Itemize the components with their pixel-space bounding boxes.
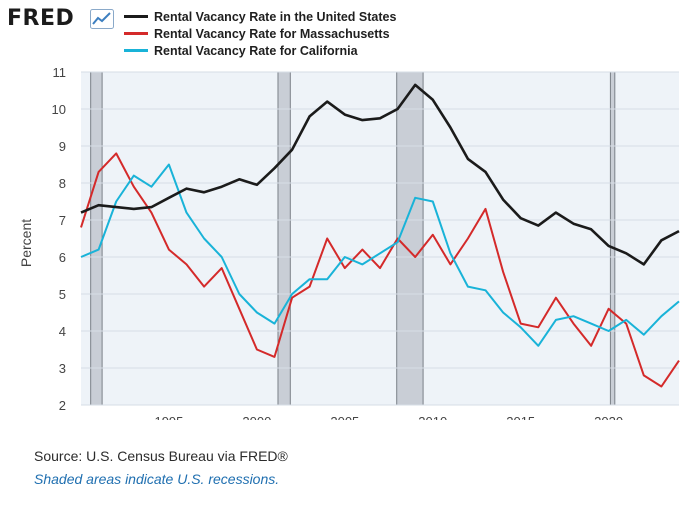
source-note: Source: U.S. Census Bureau via FRED®: [34, 448, 288, 464]
y-tick-label-10: 10: [52, 102, 66, 117]
fred-logo[interactable]: FRED: [7, 6, 75, 31]
recession-band-1: [90, 71, 103, 406]
x-axis-ticks: 1995 2000 2005 2010 2015 2020: [154, 414, 623, 420]
series-line-us: [80, 83, 680, 266]
y-axis-label: Percent: [18, 219, 34, 267]
recession-band-3: [396, 71, 424, 406]
legend: Rental Vacancy Rate in the United States…: [124, 8, 396, 59]
x-tick-label-2005: 2005: [330, 414, 359, 420]
y-axis-ticks: 2 3 4 5 6 7 8 9 10 11: [52, 65, 66, 413]
series-line-california: [80, 163, 680, 347]
x-tick-label-2015: 2015: [506, 414, 535, 420]
y-tick-label-6: 6: [59, 250, 66, 265]
series-line-massachusetts: [80, 152, 680, 388]
line-chart: 2 3 4 5 6 7 8 9 10 11 1995 2000 2005 2010 2015 2020 Pe…: [18, 65, 680, 420]
legend-label-california: Rental Vacancy Rate for California: [154, 43, 358, 58]
y-tick-label-4: 4: [59, 324, 66, 339]
x-tick-label-2010: 2010: [418, 414, 447, 420]
y-tick-label-11: 11: [53, 65, 67, 80]
y-tick-label-3: 3: [59, 361, 66, 376]
recession-band-2: [277, 71, 291, 406]
x-tick-label-1995: 1995: [154, 414, 183, 420]
legend-item-us[interactable]: Rental Vacancy Rate in the United States: [124, 8, 396, 25]
y-tick-label-5: 5: [59, 287, 66, 302]
plot-background: [81, 72, 679, 405]
recession-note: Shaded areas indicate U.S. recessions.: [34, 471, 280, 487]
legend-label-massachusetts: Rental Vacancy Rate for Massachusetts: [154, 26, 390, 41]
legend-swatch-california: [124, 49, 148, 52]
header: FRED Rental Vacancy Rate in the United S…: [0, 0, 693, 66]
legend-swatch-us: [124, 15, 148, 18]
legend-swatch-massachusetts: [124, 32, 148, 35]
line-chart-icon: [90, 9, 114, 29]
y-tick-label-7: 7: [59, 213, 66, 228]
legend-label-us: Rental Vacancy Rate in the United States: [154, 9, 397, 24]
y-tick-label-9: 9: [59, 139, 66, 154]
legend-item-massachusetts[interactable]: Rental Vacancy Rate for Massachusetts: [124, 25, 396, 42]
y-tick-label-8: 8: [59, 176, 66, 191]
series-lines: [80, 83, 680, 388]
x-tick-label-2000: 2000: [242, 414, 271, 420]
legend-item-california[interactable]: Rental Vacancy Rate for California: [124, 42, 396, 59]
recession-band-4: [609, 71, 616, 406]
x-tick-label-2020: 2020: [594, 414, 623, 420]
y-tick-label-2: 2: [59, 398, 66, 413]
